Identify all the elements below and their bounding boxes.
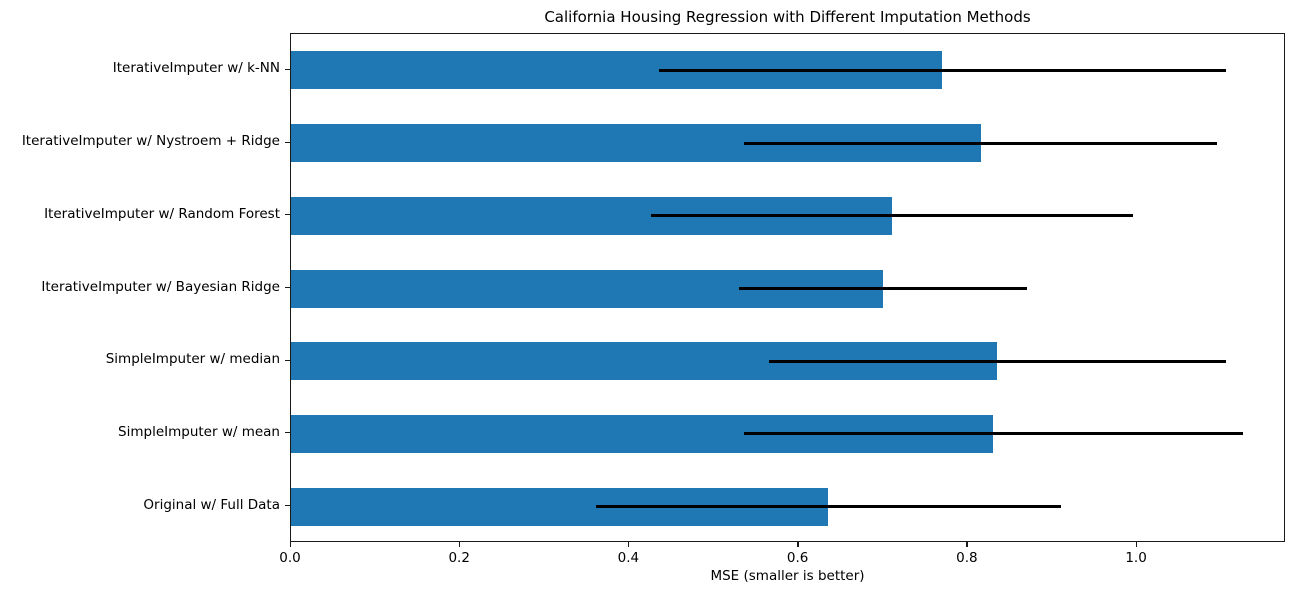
y-tick-mark bbox=[285, 432, 290, 434]
x-tick-mark bbox=[289, 542, 291, 547]
x-tick-mark bbox=[797, 542, 799, 547]
x-axis-label: MSE (smaller is better) bbox=[710, 568, 865, 584]
y-tick-mark bbox=[285, 287, 290, 288]
y-tick-mark bbox=[285, 505, 290, 507]
error-bar bbox=[739, 287, 1028, 290]
y-tick-label: IterativeImputer w/ Random Forest bbox=[44, 205, 280, 222]
x-tick-label: 0.8 bbox=[956, 550, 978, 566]
y-tick-mark bbox=[285, 359, 290, 361]
y-tick-label: IterativeImputer w/ Nystroem + Ridge bbox=[21, 133, 280, 150]
y-tick-label: IterativeImputer w/ k-NN bbox=[112, 60, 280, 77]
y-tick-label: SimpleImputer w/ median bbox=[105, 351, 280, 368]
error-bar bbox=[743, 432, 1243, 436]
error-bar bbox=[769, 359, 1226, 363]
error-bar bbox=[659, 68, 1226, 72]
y-tick-mark bbox=[285, 141, 290, 143]
x-tick-mark bbox=[458, 542, 461, 547]
x-tick-mark bbox=[1135, 542, 1138, 547]
x-tick-label: 0.2 bbox=[448, 550, 470, 566]
error-bar bbox=[743, 141, 1218, 145]
x-tick-mark bbox=[627, 542, 630, 547]
chart-title: California Housing Regression with Diffe… bbox=[544, 8, 1031, 26]
y-tick-label: Original w/ Full Data bbox=[143, 496, 280, 513]
x-tick-label: 0.6 bbox=[786, 550, 809, 566]
error-bar bbox=[595, 505, 1061, 509]
x-tick-mark bbox=[966, 542, 968, 547]
y-tick-label: IterativeImputer w/ Bayesian Ridge bbox=[41, 278, 280, 295]
plot-area bbox=[290, 33, 1285, 542]
y-tick-label: SimpleImputer w/ mean bbox=[118, 423, 280, 440]
y-tick-mark bbox=[285, 68, 290, 70]
x-tick-label: 0.0 bbox=[279, 550, 301, 566]
x-tick-label: 1.0 bbox=[1125, 550, 1147, 566]
error-bar bbox=[650, 214, 1133, 218]
y-tick-mark bbox=[285, 214, 290, 216]
x-tick-label: 0.4 bbox=[617, 550, 640, 566]
